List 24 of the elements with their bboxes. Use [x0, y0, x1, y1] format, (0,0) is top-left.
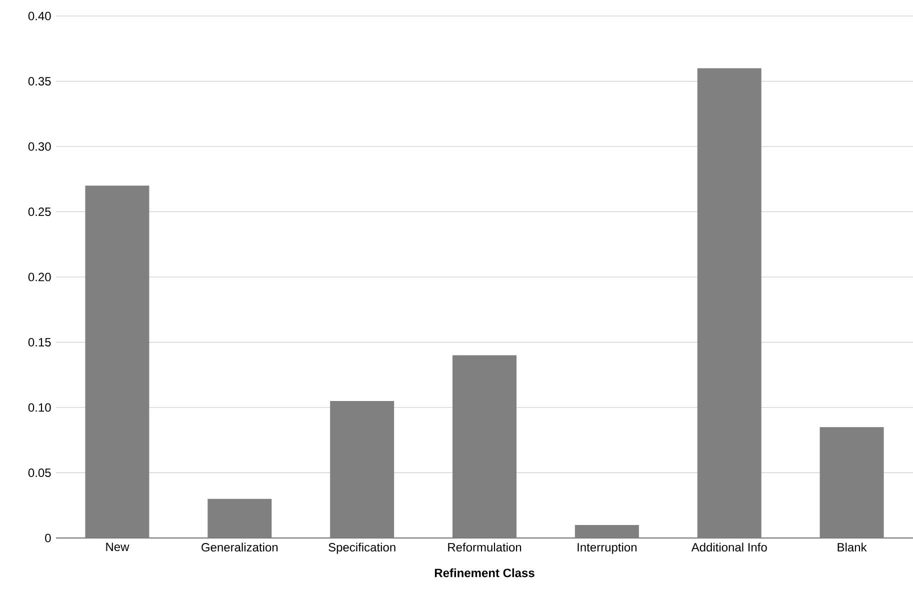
y-tick-label: 0.20 — [28, 272, 51, 282]
y-tick-label: 0 — [45, 534, 51, 542]
x-tick-label: Reformulation — [448, 542, 522, 552]
bar — [208, 498, 272, 538]
y-tick-label: 0.15 — [28, 338, 51, 347]
x-tick-label: Blank — [838, 542, 867, 552]
y-tick-label: 0.10 — [28, 403, 51, 412]
y-tick-label: 0.25 — [28, 208, 51, 216]
x-axis-title: Refinement Class — [434, 568, 534, 578]
x-tick-label: Generalization — [202, 542, 278, 552]
y-tick-label: 0.30 — [28, 142, 51, 151]
x-tick-label: Specification — [328, 542, 396, 554]
x-tick-label: New — [106, 542, 130, 552]
x-tick-label: Additional Info — [691, 542, 767, 552]
x-tick-label: Interruption — [578, 542, 637, 554]
bar — [452, 355, 517, 538]
bar — [85, 186, 150, 538]
y-tick-label: 0.40 — [28, 12, 51, 20]
bar — [820, 427, 884, 538]
y-tick-label: 0.05 — [28, 468, 51, 478]
bar — [574, 524, 639, 538]
bar — [330, 400, 394, 538]
bar — [697, 68, 762, 538]
y-tick-label: 0.35 — [28, 76, 51, 86]
